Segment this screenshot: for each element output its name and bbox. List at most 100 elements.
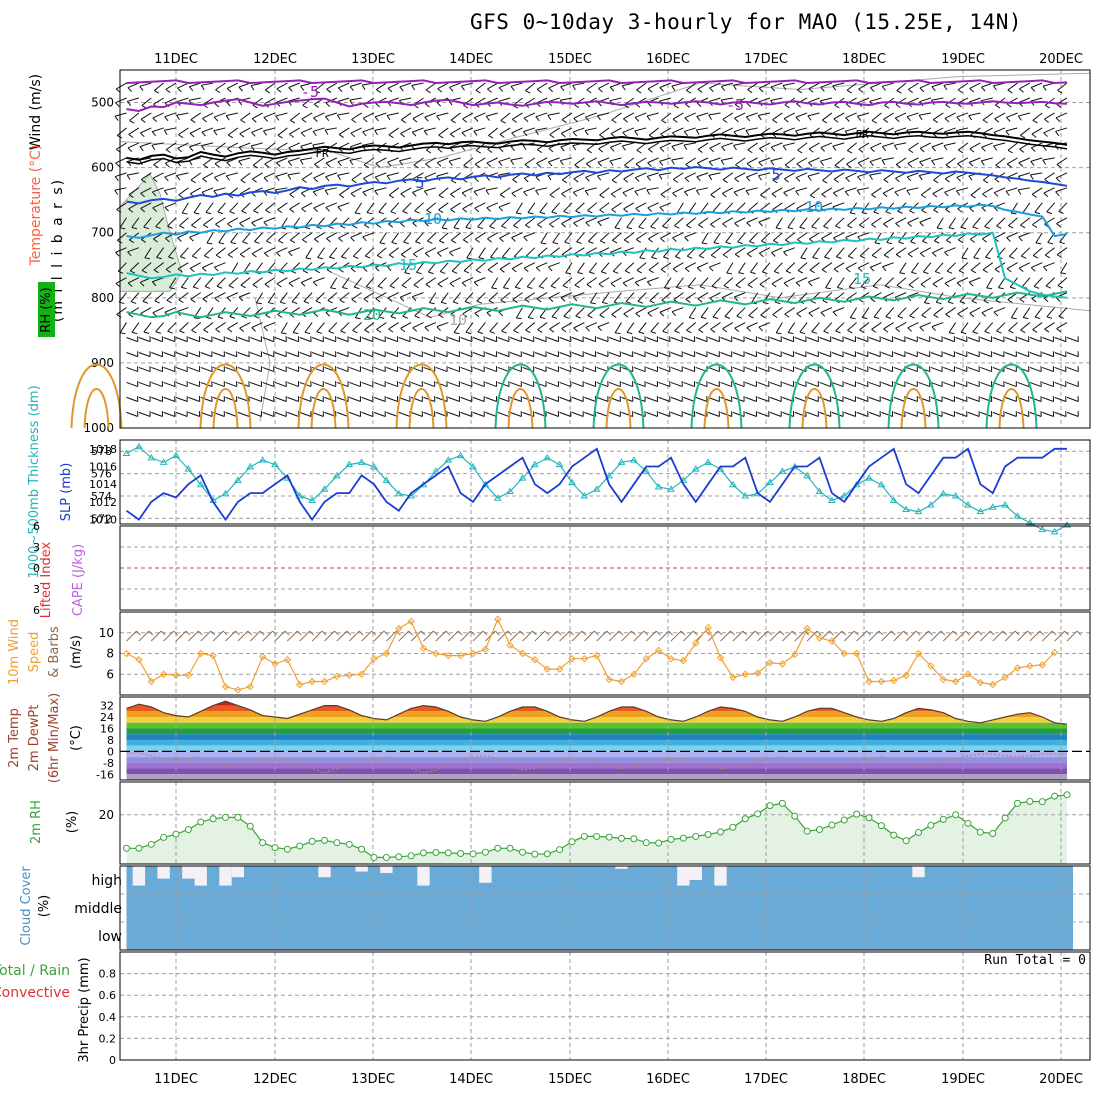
thickness-point bbox=[852, 480, 861, 488]
thickness-point bbox=[704, 458, 713, 465]
thickness-point bbox=[394, 489, 403, 497]
thickness-point bbox=[469, 462, 477, 470]
precip-tick: 0 bbox=[109, 1054, 116, 1067]
x-tick-label-top: 17DEC bbox=[744, 52, 788, 67]
wind-point bbox=[815, 634, 824, 642]
wind-point bbox=[654, 646, 663, 655]
wind-point bbox=[555, 665, 564, 673]
rh-point bbox=[556, 846, 564, 854]
thickness-point bbox=[840, 492, 849, 499]
thickness-point bbox=[889, 496, 898, 503]
x-tick-label-bottom: 18DEC bbox=[842, 1072, 886, 1087]
y-tick-label: 700 bbox=[91, 226, 114, 240]
thickness-point bbox=[642, 467, 651, 474]
rh-point bbox=[382, 853, 390, 861]
rh-point bbox=[172, 830, 180, 838]
x-tick-label-top: 12DEC bbox=[253, 52, 297, 67]
diurnal-contour-inner bbox=[507, 387, 534, 429]
thickness-point bbox=[617, 458, 626, 465]
wind-point bbox=[1001, 673, 1009, 682]
wind-point bbox=[258, 652, 267, 661]
rh-point bbox=[952, 811, 960, 819]
rh-point bbox=[123, 844, 130, 852]
label-lifted-index: Lifted Index bbox=[39, 541, 54, 618]
li-tick: 3 bbox=[33, 541, 40, 554]
label-wind-unit: (m/s) bbox=[69, 635, 84, 669]
li-tick: 6 bbox=[33, 604, 40, 617]
cloud-level-label: middle bbox=[74, 901, 122, 917]
rh-point bbox=[209, 815, 217, 823]
rh-point bbox=[234, 813, 242, 821]
rh-point bbox=[840, 816, 848, 824]
cloud-high-gap bbox=[318, 866, 331, 878]
wind-point bbox=[320, 677, 329, 686]
wind-point bbox=[630, 670, 638, 678]
temp-tick: -8 bbox=[103, 757, 114, 770]
thickness-point bbox=[431, 467, 440, 474]
temp-tick: -16 bbox=[96, 768, 114, 781]
temperature-line bbox=[126, 700, 1068, 725]
rh-point bbox=[605, 833, 613, 841]
rh-point bbox=[679, 834, 687, 842]
thickness-point bbox=[357, 458, 366, 465]
rh-point bbox=[358, 845, 366, 853]
precip-tick: 0.2 bbox=[99, 1032, 117, 1045]
wind-point bbox=[778, 660, 787, 668]
wind-point bbox=[246, 682, 254, 691]
label-convective: Convective bbox=[0, 985, 70, 1001]
slp-tick: 1012 bbox=[89, 496, 117, 509]
wind-point bbox=[1038, 661, 1046, 669]
panel-thickness-slp bbox=[119, 439, 1091, 525]
thickness-point bbox=[320, 485, 329, 492]
temperature-bands bbox=[126, 701, 1067, 780]
cloud-level-label: high bbox=[91, 873, 122, 889]
thickness-point bbox=[865, 474, 873, 481]
diurnal-contour-inner bbox=[83, 387, 110, 429]
wind-tick: 10 bbox=[99, 626, 114, 640]
temp-tick: 8 bbox=[107, 734, 114, 747]
rh-point bbox=[395, 853, 403, 861]
rh-area bbox=[126, 794, 1067, 864]
isotherm-10 bbox=[126, 203, 1068, 239]
label-2m-rh: 2m RH bbox=[29, 800, 44, 844]
rh-point bbox=[519, 848, 526, 856]
dewpoint-line bbox=[126, 752, 1067, 774]
li-tick: 6 bbox=[33, 520, 40, 533]
wind-point bbox=[296, 680, 304, 689]
x-tick-label-bottom: 12DEC bbox=[253, 1072, 297, 1087]
isotherm-20 bbox=[126, 290, 1068, 319]
rh-point bbox=[803, 827, 811, 835]
thickness-point bbox=[815, 487, 824, 495]
slp-tick: 1014 bbox=[89, 478, 117, 491]
x-tick-label-bottom: 19DEC bbox=[941, 1072, 985, 1087]
wind-point bbox=[568, 654, 576, 663]
slp-tick: 1018 bbox=[89, 443, 117, 456]
label-total-rain: Total / Rain bbox=[0, 963, 70, 979]
thickness-point bbox=[246, 462, 255, 470]
cloud-high-gap bbox=[714, 866, 727, 886]
li-tick: 0 bbox=[33, 562, 40, 575]
x-tick-label-top: 13DEC bbox=[351, 52, 395, 67]
wind-barbs-10m bbox=[126, 630, 1082, 642]
rh-point bbox=[296, 842, 304, 850]
thickness-point bbox=[271, 460, 279, 468]
wind-point bbox=[617, 677, 626, 686]
rh-point bbox=[469, 850, 477, 858]
slp-tick: 1016 bbox=[89, 461, 117, 474]
rh-point bbox=[692, 832, 700, 840]
x-tick-label-top: 19DEC bbox=[941, 52, 985, 67]
y-tick-label: 1000 bbox=[83, 421, 114, 435]
label-precip: 3hr Precip (mm) bbox=[77, 957, 92, 1062]
diurnal-contour bbox=[985, 363, 1038, 429]
rh-point bbox=[729, 823, 737, 831]
diurnal-contour bbox=[70, 363, 123, 429]
x-tick-label-bottom: 20DEC bbox=[1039, 1072, 1083, 1087]
wind-point bbox=[964, 670, 972, 678]
wind-point bbox=[481, 645, 490, 654]
thickness-point bbox=[481, 480, 490, 488]
rh-point bbox=[741, 815, 749, 823]
wind-point bbox=[283, 656, 292, 664]
isotherm-FR bbox=[126, 130, 1068, 161]
thickness-point bbox=[444, 456, 453, 463]
wind-point bbox=[444, 651, 452, 660]
